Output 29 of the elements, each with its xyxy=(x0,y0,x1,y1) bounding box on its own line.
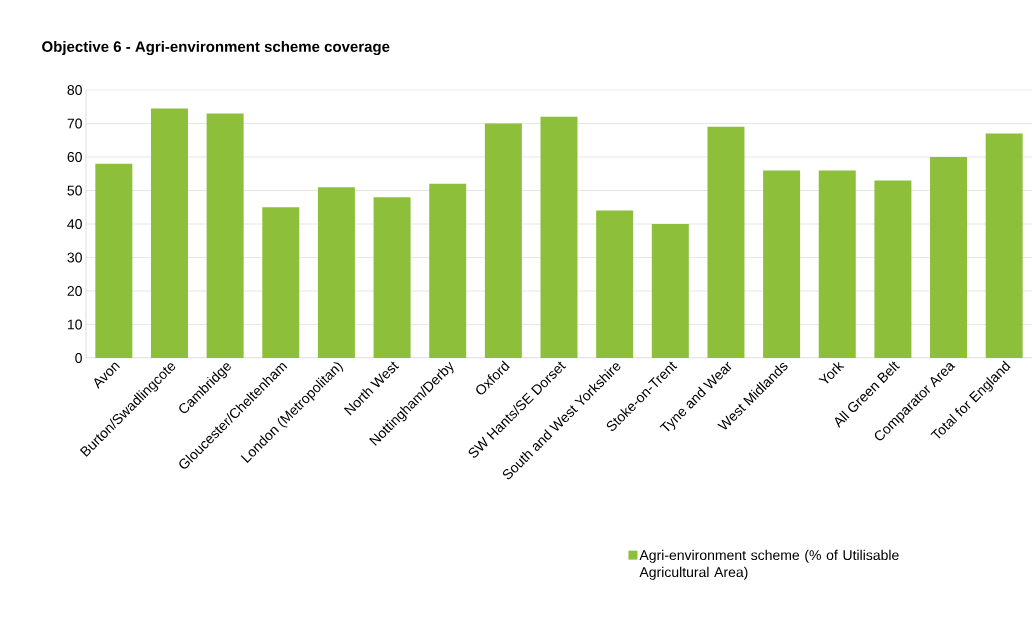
y-tick-label: 40 xyxy=(67,219,82,229)
bar xyxy=(429,183,467,358)
legend-label: Agri-environment scheme (% of Utilisable Agricultural Area) xyxy=(639,549,899,580)
bar xyxy=(707,126,745,358)
bar xyxy=(763,170,801,358)
y-tick-label: 80 xyxy=(67,85,82,95)
bar xyxy=(95,163,133,358)
chart-title: Objective 6 - Agri-environment scheme coverage xyxy=(42,40,390,56)
y-tick-label: 60 xyxy=(67,152,82,162)
bar xyxy=(930,157,968,358)
bar xyxy=(985,133,1023,358)
x-tick-label: York xyxy=(818,361,845,384)
y-tick-label: 70 xyxy=(67,118,82,129)
bar xyxy=(874,180,912,358)
bar xyxy=(150,108,188,358)
y-tick-label: 10 xyxy=(67,319,82,330)
bar xyxy=(651,224,689,358)
y-tick-label: 20 xyxy=(67,286,82,296)
bar xyxy=(373,197,411,358)
y-tick-label: 30 xyxy=(67,252,82,263)
bar xyxy=(317,187,355,358)
y-tick-label: 50 xyxy=(67,185,82,196)
bar xyxy=(818,170,856,358)
bar xyxy=(596,210,634,358)
bar xyxy=(206,113,244,358)
bar xyxy=(484,123,522,358)
bar xyxy=(540,116,578,358)
bar xyxy=(262,207,300,358)
y-tick-label: 0 xyxy=(75,353,82,363)
